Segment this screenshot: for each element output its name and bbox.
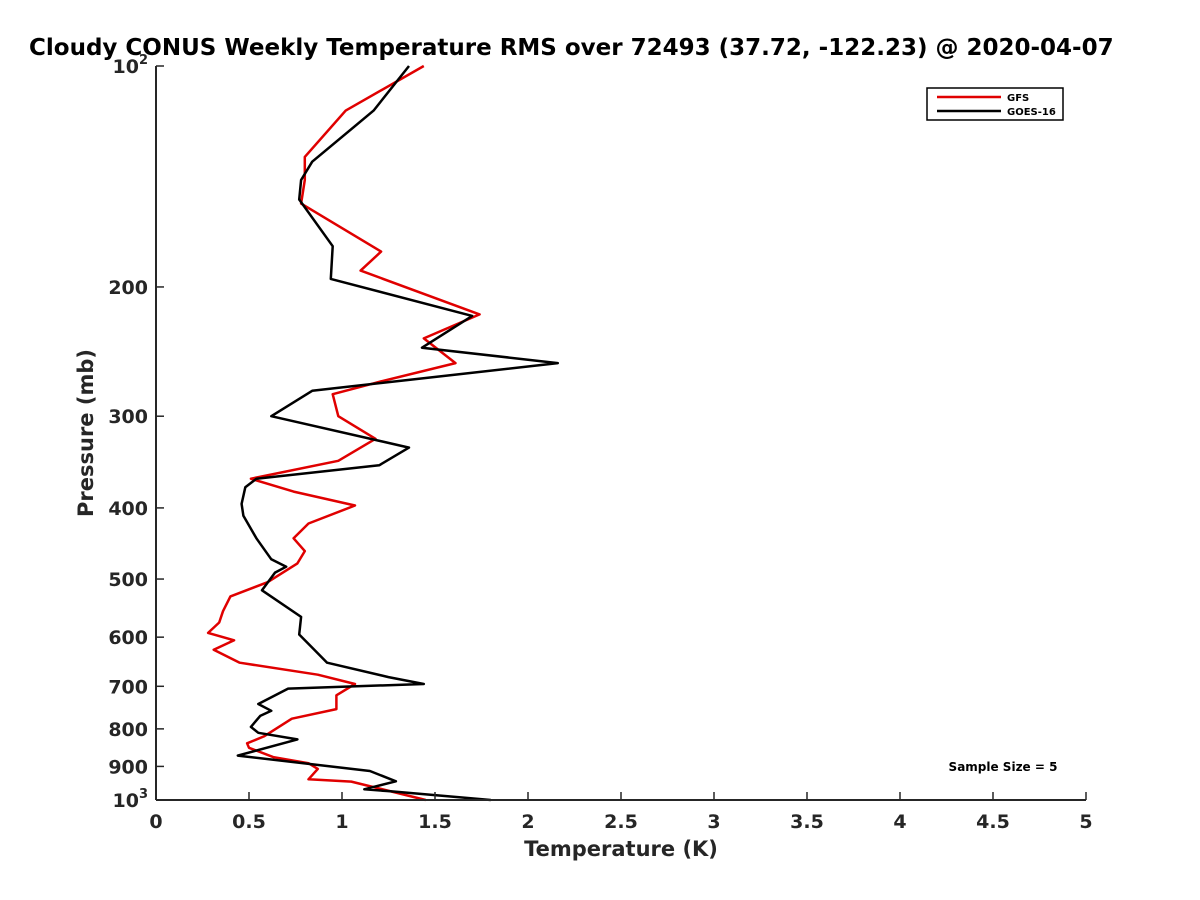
x-tick-label: 2 xyxy=(521,811,534,833)
y-tick-label: 300 xyxy=(108,406,148,428)
series-line-goes-16 xyxy=(236,65,560,802)
y-tick-label: 200 xyxy=(108,277,148,299)
x-tick-label: 1 xyxy=(335,811,348,833)
x-tick-label: 3 xyxy=(707,811,720,833)
x-tick-label: 0 xyxy=(149,811,162,833)
x-tick-label: 0.5 xyxy=(232,811,266,833)
legend-label: GFS xyxy=(1007,93,1029,104)
legend-box xyxy=(926,87,1064,121)
x-tick-label: 5 xyxy=(1079,811,1092,833)
series-layer xyxy=(206,64,560,802)
x-tick-label: 3.5 xyxy=(790,811,824,833)
x-tick-label: 1.5 xyxy=(418,811,452,833)
x-axis-label: Temperature (K) xyxy=(524,837,718,861)
x-tick-label: 4.5 xyxy=(976,811,1010,833)
y-tick-label: 800 xyxy=(108,719,148,741)
chart-title: Cloudy CONUS Weekly Temperature RMS over… xyxy=(29,35,1114,61)
x-axis-ticks: 0 0.5 1 1.5 2 2.5 3 3.5 4 4.5 5 xyxy=(149,792,1093,833)
x-tick-label: 4 xyxy=(893,811,906,833)
plot-area: 0 0.5 1 1.5 2 2.5 3 3.5 4 4.5 5 102 200 300 400 500 600… xyxy=(108,53,1092,833)
y-tick-label: 103 xyxy=(113,787,149,812)
y-tick-label: 102 xyxy=(113,53,149,78)
y-axis-ticks: 102 200 300 400 500 600 700 800 900 103 xyxy=(108,53,164,812)
legend: GFS GOES-16 xyxy=(926,87,1064,121)
sample-size-annotation: Sample Size = 5 xyxy=(949,760,1058,774)
y-tick-label: 400 xyxy=(108,498,148,520)
y-tick-label: 600 xyxy=(108,627,148,649)
x-tick-label: 2.5 xyxy=(604,811,638,833)
y-axis-label: Pressure (mb) xyxy=(74,349,98,517)
legend-label: GOES-16 xyxy=(1007,107,1056,118)
y-tick-label: 700 xyxy=(108,676,148,698)
y-tick-label: 500 xyxy=(108,569,148,591)
y-tick-label: 900 xyxy=(108,756,148,778)
